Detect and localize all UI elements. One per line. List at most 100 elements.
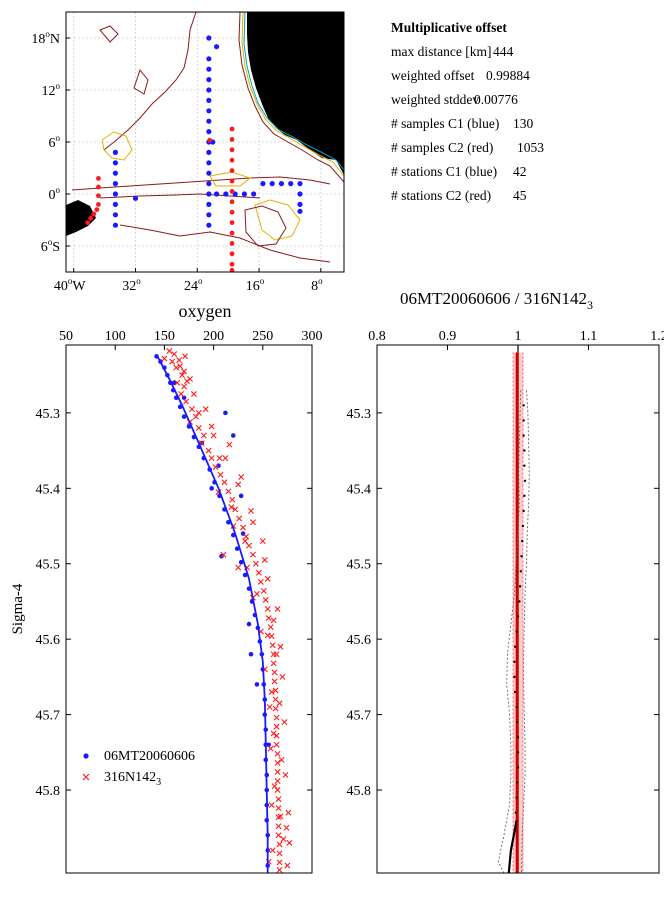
station-blue [206,201,212,207]
data-cross [276,700,283,707]
station-red [91,211,97,217]
station-blue [206,77,212,83]
legend-marker-cross [82,773,90,781]
degree-sign: o [48,237,53,247]
contour-line [133,68,149,95]
data-dot [248,651,254,657]
x-tick-label: 40oW [54,276,87,294]
ratio-dot [516,751,520,754]
stats-value: 42 [513,164,527,179]
x-tick-label: 8o [311,276,323,294]
data-cross [225,488,232,495]
ratio-dot [516,766,520,769]
data-cross [277,813,284,820]
station-blue [206,56,212,62]
station-blue [241,191,247,197]
ratio-dot [523,494,526,498]
data-cross [235,564,242,571]
degree-sign: o [136,276,141,286]
ratio-dot [518,600,521,603]
data-cross [276,841,283,848]
station-blue [213,44,220,50]
data-cross [274,606,281,612]
stats-value: 0.00776 [474,92,518,107]
ratio-dot [513,690,517,694]
data-dot [216,463,221,468]
data-cross [186,375,193,382]
data-cross [181,368,188,375]
ratio-dot [515,796,518,799]
land-south-america [66,200,96,236]
data-cross [236,515,243,522]
legend-label: 316N1423 [104,770,161,788]
plot-title: 06MT20060606 / 316N1423 [400,289,593,312]
data-cross [279,673,286,680]
station-red [229,157,235,163]
x-tick-hemisphere: W [72,279,86,294]
data-cross [192,413,199,420]
data-cross [179,372,186,379]
degree-sign: o [318,276,323,286]
data-cross [266,704,273,711]
station-blue [206,35,212,41]
data-dot [223,410,228,416]
station-red [229,178,235,184]
data-cross [275,805,282,812]
ratio-dot [523,449,526,452]
oxygen-profile: 50 100 150 200 250 300 45.3 45.4 45.5 45.6 45.7 45.… [10,329,323,874]
y-tick-label: 45.8 [36,784,61,799]
ratio-dot [518,585,522,588]
station-red [229,251,235,257]
ratio-dot [513,660,516,663]
x-tick-label: 1.2 [650,329,664,344]
degree-sign: o [260,276,265,286]
station-red [229,126,235,132]
data-dot [226,519,231,525]
station-red [88,215,94,221]
station-blue [132,195,139,201]
y-tick-label: 6o [49,133,61,151]
data-cross [195,424,202,431]
data-cross [205,447,212,454]
station-blue [112,201,119,207]
legend-label-sub: 3 [156,777,161,788]
station-blue [269,181,275,187]
data-dot [230,433,236,438]
ratio-dot [515,705,518,709]
station-blue [206,108,212,114]
data-cross [188,406,195,413]
data-cross [253,590,260,597]
data-cross [262,596,269,603]
station-blue [206,129,212,135]
stats-label: # samples C2 (red) [391,140,493,155]
ratio-dot [516,720,519,724]
data-cross [238,474,245,480]
data-cross [232,506,239,513]
y-tick-hemisphere: S [52,240,60,255]
station-red [96,184,101,190]
fit-line [156,355,269,873]
stats-label: weighted stddev [391,92,479,107]
data-cross [212,464,219,471]
data-dot [181,414,187,419]
data-cross [285,809,292,816]
y-tick-hemisphere: N [50,32,60,47]
data-cross [173,364,180,371]
data-cross [275,823,282,830]
offset-profile: 0.8 0.9 1 1.1 1.2 45.3 45.4 45.5 45.6 45.7 45.8 [347,329,664,874]
data-cross [257,578,264,585]
data-cross [283,824,290,831]
y-tick-degrees: 18 [31,32,45,47]
ratio-dot [522,434,525,437]
data-cross [284,862,291,869]
y-tick-label: 45.7 [347,709,372,724]
data-cross [221,479,228,486]
station-blue [288,181,294,187]
legend-marker-dot [83,753,89,759]
plot-title-main: 06MT20060606 / 316N142 [400,289,587,308]
station-blue [112,212,119,218]
contour-line [238,12,344,183]
y-tick-label: 12o [42,81,61,99]
station-red [229,241,235,246]
